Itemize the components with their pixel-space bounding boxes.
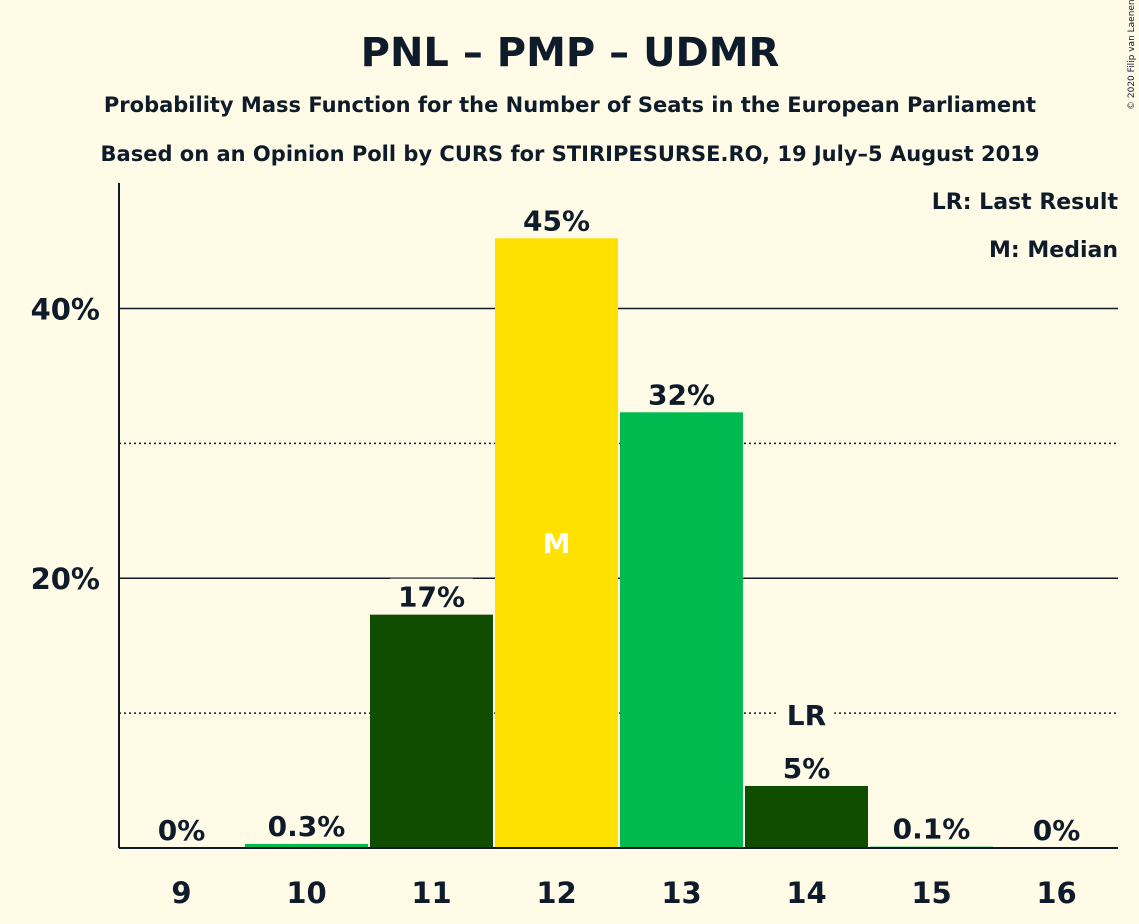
x-tick-label-12: 12 [536, 876, 576, 910]
x-tick-label-9: 9 [171, 876, 191, 910]
label-background [774, 749, 839, 787]
x-tick-label-13: 13 [661, 876, 701, 910]
bar-value-label-10: 0.3% [268, 810, 346, 843]
copyright-notice: © 2020 Filip van Laenen [1127, 0, 1137, 110]
chart-subtitle-poll: Based on an Opinion Poll by CURS for STI… [101, 142, 1040, 166]
bar-value-label-9: 0% [158, 814, 206, 847]
bar-seats-14 [745, 785, 868, 848]
bar-seats-13 [620, 412, 743, 848]
label-background [639, 376, 724, 414]
x-tick-label-14: 14 [786, 876, 826, 910]
chart-title: PNL – PMP – UDMR [361, 30, 780, 76]
bar-seats-11 [370, 614, 493, 848]
y-axis-tick-labels: 20% 40% [31, 292, 100, 596]
label-background [389, 578, 474, 616]
bar-seats-10 [245, 843, 368, 848]
label-background [259, 807, 354, 845]
bar-value-label-13: 32% [648, 378, 715, 411]
y-tick-label-20: 20% [31, 562, 100, 596]
y-tick-label-40: 40% [31, 292, 100, 326]
x-tick-label-10: 10 [286, 876, 326, 910]
last-result-marker: LR [787, 699, 826, 732]
x-axis-tick-labels: 9 10 11 12 13 14 15 16 [171, 876, 1076, 910]
label-background [514, 202, 599, 240]
bar-value-label-16: 0% [1033, 814, 1081, 847]
x-tick-label-15: 15 [911, 876, 951, 910]
label-backgrounds [149, 202, 1089, 849]
label-background [884, 810, 979, 848]
chart-subtitle: Probability Mass Function for the Number… [104, 93, 1036, 117]
legend-median: M: Median [989, 238, 1118, 263]
x-tick-label-16: 16 [1036, 876, 1076, 910]
label-background [149, 812, 214, 849]
bar-value-label-14: 5% [783, 752, 831, 785]
gridlines [119, 307, 1118, 714]
bar-seats-12 [495, 238, 618, 848]
x-tick-label-11: 11 [411, 876, 451, 910]
bar-value-label-15: 0.1% [893, 813, 971, 846]
legend-last-result: LR: Last Result [932, 190, 1119, 215]
bars [245, 238, 993, 848]
bar-value-label-11: 17% [398, 581, 465, 614]
median-marker: M [543, 527, 571, 560]
label-background [778, 696, 835, 734]
label-background [1024, 812, 1089, 849]
bar-value-label-12: 45% [523, 204, 590, 237]
bar-value-labels: 0% 0.3% 17% 45% M 32% 5% LR 0.1% 0% [158, 204, 1081, 847]
